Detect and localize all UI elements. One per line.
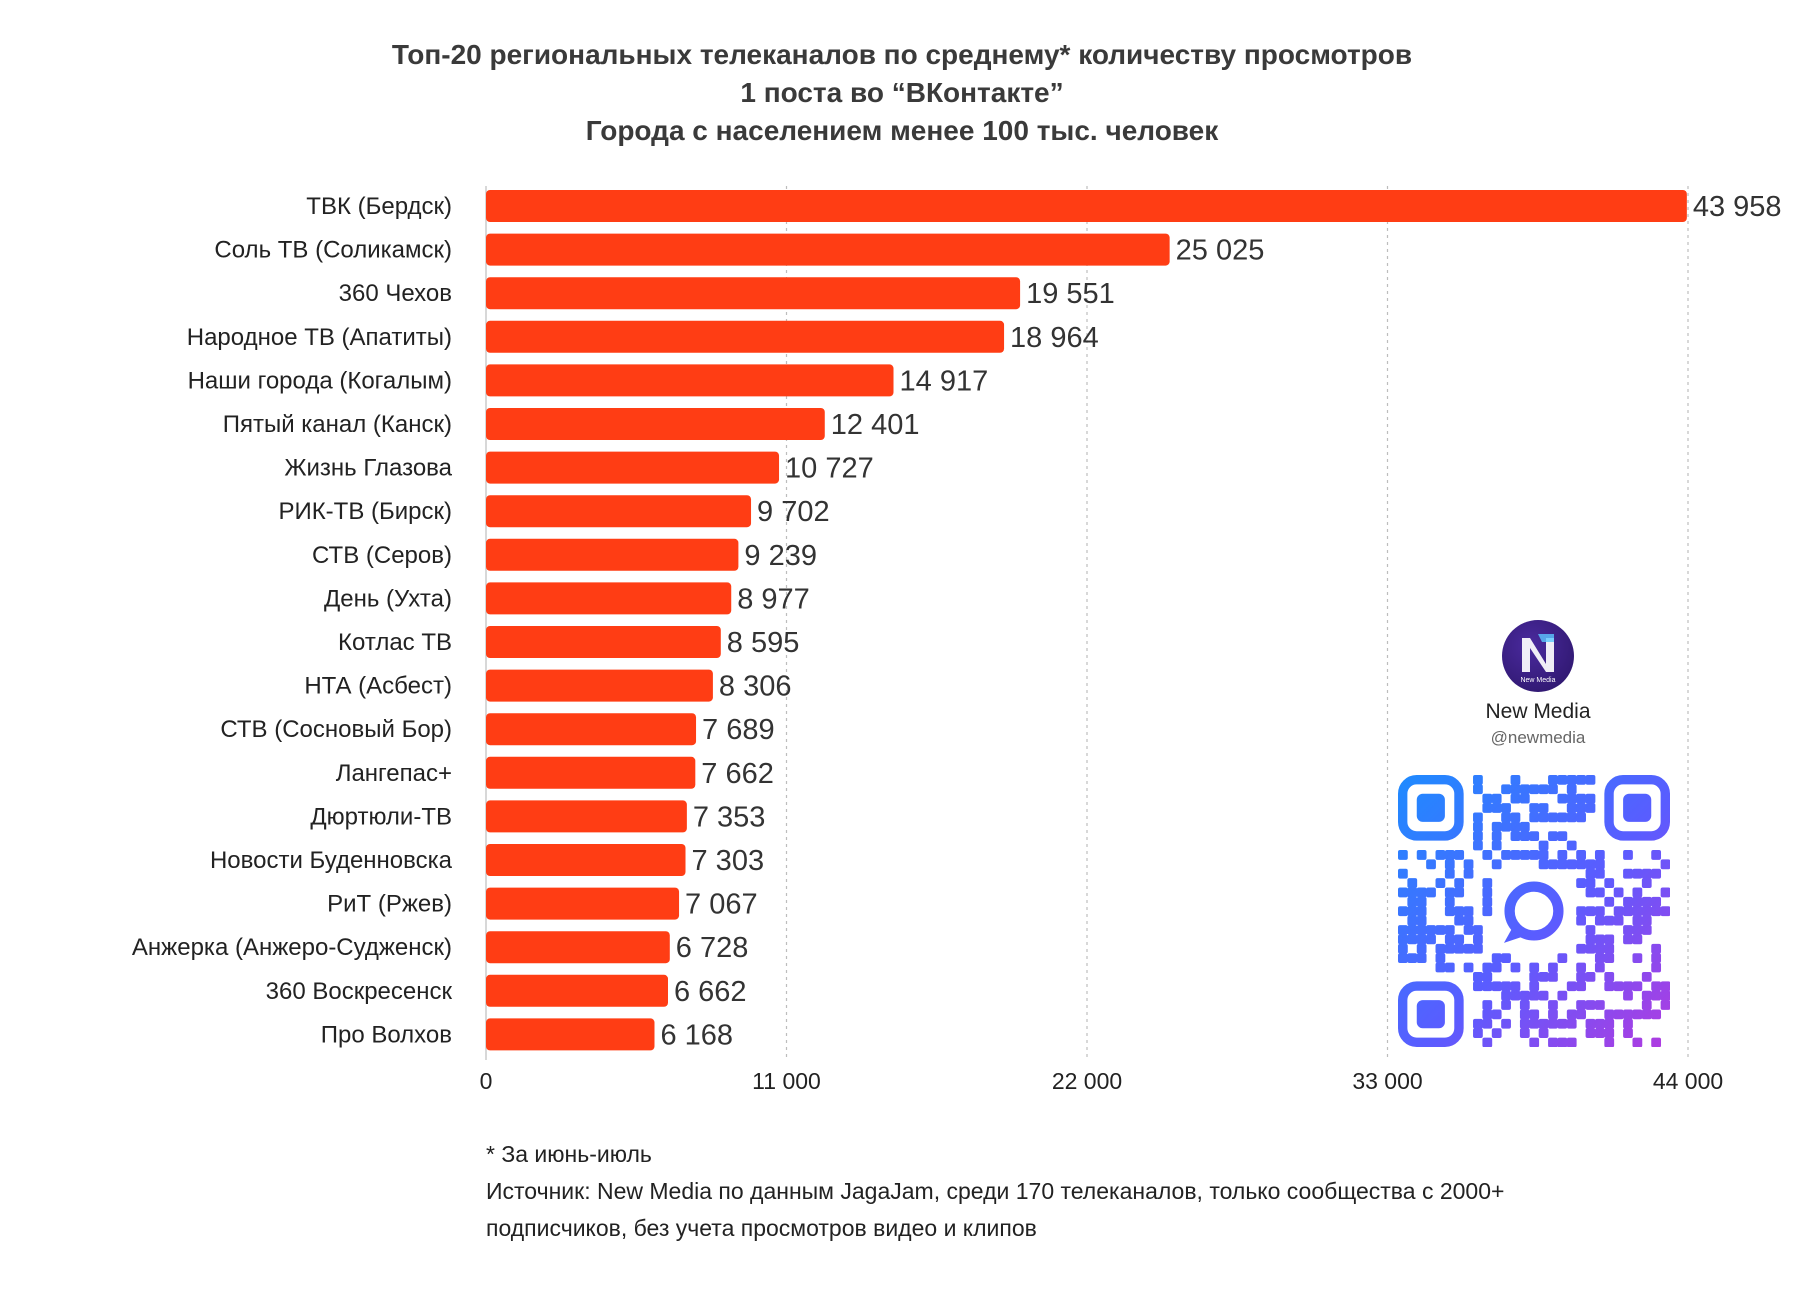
x-tick-label: 44 000 [1653, 1068, 1723, 1094]
value-label: 7 689 [702, 714, 775, 746]
value-label: 7 303 [692, 845, 765, 877]
category-label: НТА (Асбест) [304, 673, 452, 700]
x-tick-label: 22 000 [1052, 1068, 1122, 1094]
value-label: 43 958 [1693, 191, 1782, 223]
category-label: СТВ (Сосновый Бор) [220, 716, 452, 743]
category-label: Жизнь Глазова [284, 455, 452, 482]
value-label: 6 728 [676, 932, 749, 964]
brand-handle: @newmedia [1490, 728, 1586, 747]
brand-block: New Media New Media @newmedia [1398, 620, 1678, 748]
category-label: РИК-ТВ (Бирск) [278, 498, 452, 525]
value-label: 6 662 [674, 976, 747, 1008]
value-label: 18 964 [1010, 322, 1099, 354]
chart-title-line-3: Города с населением менее 100 тыс. челов… [585, 115, 1219, 146]
chart-title-line-2: 1 поста во “ВКонтакте” [740, 77, 1064, 108]
bar [486, 538, 739, 571]
chart-title-line-1: Топ-20 региональных телеканалов по средн… [391, 39, 1413, 70]
category-label: СТВ (Серов) [312, 542, 452, 569]
category-label: 360 Воскресенск [266, 978, 453, 1005]
bar [486, 277, 1021, 310]
bar [486, 408, 825, 440]
brand-name: New Media [1485, 700, 1591, 723]
bar [486, 233, 1170, 266]
value-label: 25 025 [1176, 235, 1265, 267]
chart-notes: * За июнь-июль Источник: New Media по да… [486, 1136, 1686, 1247]
category-label: Лангепас+ [336, 760, 452, 787]
x-tick-label: 11 000 [752, 1068, 821, 1094]
category-label: 360 Чехов [339, 280, 452, 307]
value-label: 6 168 [660, 1019, 733, 1051]
value-label: 7 353 [693, 801, 766, 833]
x-axis-ticks: 0 11 000 22 000 33 000 44 000 [480, 1068, 1724, 1094]
chart-title: Топ-20 региональных телеканалов по средн… [0, 36, 1804, 150]
category-label: ТВК (Бердск) [306, 193, 452, 220]
x-tick-label: 33 000 [1352, 1068, 1422, 1094]
bar [486, 320, 1005, 353]
chart-bars [486, 190, 1687, 1051]
value-label: 9 702 [757, 496, 830, 528]
x-tick-label: 0 [480, 1068, 493, 1094]
bar [486, 844, 686, 876]
qr-code-icon[interactable] [1398, 775, 1670, 1047]
category-label: Народное ТВ (Апатиты) [187, 324, 452, 351]
category-label: Котлас ТВ [338, 629, 452, 656]
category-label: Соль ТВ (Соликамск) [214, 237, 452, 264]
category-label: РиТ (Ржев) [327, 891, 452, 918]
value-label: 7 662 [701, 758, 774, 790]
bar [486, 190, 1687, 222]
value-label: 12 401 [831, 409, 920, 441]
new-media-logo-icon: New Media [1502, 620, 1574, 692]
value-label: 8 595 [727, 627, 800, 659]
bar [486, 931, 670, 964]
value-label: 8 977 [737, 583, 810, 615]
logo-text: New Media [1520, 677, 1555, 684]
bar [486, 626, 721, 658]
category-label: Пятый канал (Канск) [223, 411, 452, 438]
value-label: 10 727 [785, 453, 874, 485]
bar [486, 800, 687, 833]
bar [486, 713, 697, 746]
bar [486, 669, 713, 702]
category-label: Про Волхов [321, 1021, 452, 1048]
bar [486, 1018, 655, 1051]
category-label: Анжерка (Анжеро-Судженск) [132, 934, 452, 961]
value-label: 8 306 [719, 671, 792, 703]
bar [486, 974, 668, 1007]
category-label: Новости Буденновска [210, 847, 453, 874]
category-label: День (Ухта) [324, 585, 452, 612]
bar [486, 364, 894, 397]
source-line-1: Источник: New Media по данным JagaJam, с… [486, 1178, 1505, 1204]
value-label: 14 917 [900, 365, 989, 397]
value-label: 19 551 [1026, 278, 1115, 310]
value-labels: 43 958 25 025 19 551 18 964 14 917 12 401 10 7… [660, 191, 1781, 1051]
bar [486, 582, 732, 615]
bar [486, 451, 780, 484]
bar [486, 495, 752, 528]
value-label: 9 239 [744, 540, 817, 572]
bar [486, 756, 696, 789]
bar [486, 887, 680, 920]
source-line-2: подписчиков, без учета просмотров видео … [486, 1215, 1037, 1241]
category-label: Дюртюли-ТВ [310, 803, 452, 830]
category-label: Наши города (Когалым) [188, 367, 452, 394]
category-labels: ТВК (Бердск) Соль ТВ (Соликамск) 360 Чехов… [132, 193, 453, 1048]
value-label: 7 067 [685, 889, 758, 921]
footnote: * За июнь-июль [486, 1141, 652, 1167]
